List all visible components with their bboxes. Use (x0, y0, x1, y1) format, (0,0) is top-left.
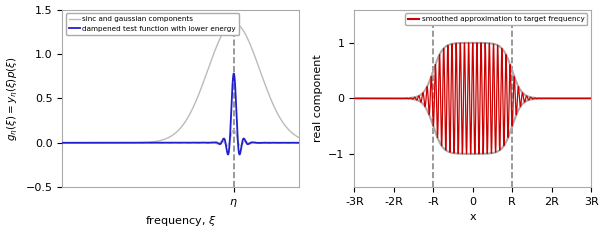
X-axis label: frequency, $\xi$: frequency, $\xi$ (145, 214, 216, 228)
Y-axis label: $g_\eta(\xi) = y_\eta(\xi)p(\xi)$: $g_\eta(\xi) = y_\eta(\xi)p(\xi)$ (5, 56, 20, 141)
Legend: sinc and gaussian components, dampened test function with lower energy: sinc and gaussian components, dampened t… (66, 13, 239, 35)
X-axis label: x: x (469, 212, 476, 223)
Legend: smoothed approximation to target frequency: smoothed approximation to target frequen… (405, 13, 588, 25)
Y-axis label: real component: real component (313, 55, 323, 142)
